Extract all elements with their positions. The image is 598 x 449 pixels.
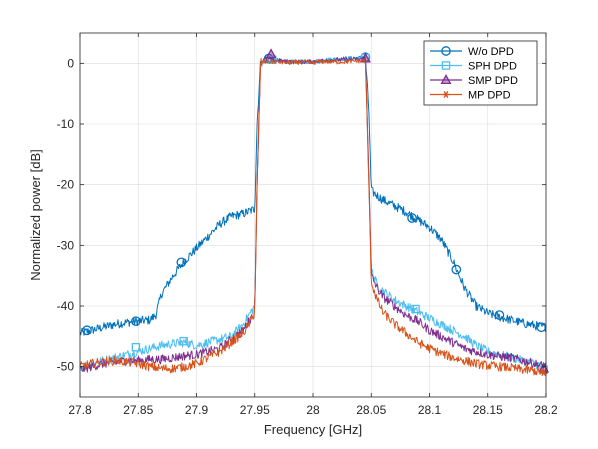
x-axis: 27.8 27.85 27.9 27.95 28 28.05 28.1 28.15 28.2 [68,33,558,417]
data-point-marker [131,343,141,352]
x-axis-label: Frequency [GHz] [264,422,362,437]
data-point-marker [265,48,277,59]
y-tick-label: -40 [57,299,75,313]
legend-item: MP DPD [430,90,511,102]
data-point-marker [82,325,92,336]
x-tick-label: 27.8 [68,403,92,417]
data-point-marker [411,304,420,314]
legend-marker [442,91,450,98]
data-point-marker [179,336,188,346]
legend-label: SMP DPD [468,75,518,87]
plot-area [79,48,550,377]
y-tick-label: -20 [57,178,75,192]
x-tick-label: 28.15 [473,403,503,417]
y-tick-label: -30 [57,238,75,252]
data-point-marker [407,213,417,223]
x-tick-label: 27.85 [123,403,153,417]
legend-label: W/o DPD [468,46,514,58]
legend-marker [440,74,452,85]
legend-item: SMP DPD [430,74,518,87]
y-axis-label: Normalized power [dB] [28,149,43,281]
legend-item: W/o DPD [430,46,514,58]
data-point-marker [451,264,462,275]
legend-label: SPH DPD [468,61,517,73]
x-tick-label: 28.2 [534,403,558,417]
y-tick-label: -10 [57,117,75,131]
data-point-marker [494,310,505,320]
data-point-marker [540,369,548,377]
series-line [79,56,547,373]
y-axis: 0 -10 -20 -30 -40 -50 [57,56,546,374]
data-point-marker [536,322,547,333]
legend-label: MP DPD [468,90,511,102]
legend-item: SPH DPD [430,61,517,73]
series-mp-dpd [79,57,548,377]
data-point-marker [176,257,187,268]
legend-marker [441,61,451,70]
x-tick-label: 28.1 [418,403,442,417]
legend: W/o DPD SPH DPD SMP DPD MP DPD [423,40,538,106]
data-point-marker [131,316,141,327]
series-line [79,57,547,376]
y-tick-label: -50 [57,360,75,374]
x-tick-label: 27.9 [185,403,209,417]
x-tick-label: 27.95 [240,403,270,417]
x-tick-label: 28.05 [356,403,386,417]
legend-marker [441,46,451,56]
x-tick-label: 28 [306,403,320,417]
y-tick-label: 0 [67,56,74,70]
